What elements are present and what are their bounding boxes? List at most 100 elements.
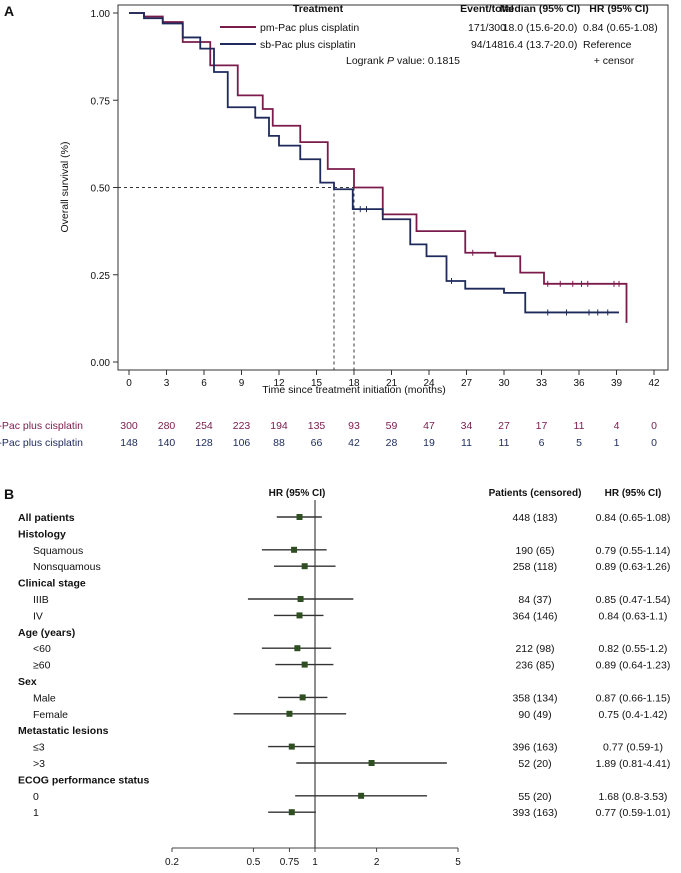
hr-column-header: HR (95% CI) bbox=[605, 488, 662, 499]
subgroup-label: IV bbox=[33, 610, 43, 622]
hr-ci-value: 0.85 (0.47-1.54) bbox=[596, 594, 671, 606]
hr-point bbox=[301, 661, 308, 668]
subgroup-label: Squamous bbox=[33, 545, 83, 557]
y-tick-label: 0.50 bbox=[91, 184, 111, 195]
hr-point bbox=[301, 563, 308, 570]
risk-table-label: sb-Pac plus cisplatin bbox=[0, 437, 83, 449]
x-tick-label: 27 bbox=[461, 378, 473, 389]
risk-table-value: 280 bbox=[158, 420, 176, 432]
legend-median-ci: 18.0 (15.6-20.0) bbox=[503, 22, 578, 34]
hr-point bbox=[294, 645, 301, 652]
logrank-part: Logrank bbox=[346, 55, 385, 67]
x-tick-label: 9 bbox=[239, 378, 245, 389]
risk-table-value: 106 bbox=[233, 437, 251, 449]
risk-table-value: 1 bbox=[614, 437, 620, 449]
hr-ci-value: 0.89 (0.64-1.23) bbox=[596, 660, 671, 672]
risk-table-value: 27 bbox=[498, 420, 510, 432]
patients-censored-value: 358 (134) bbox=[513, 692, 558, 704]
hr-ci-value: 1.68 (0.8-3.53) bbox=[599, 791, 668, 803]
legend-series-name: pm-Pac plus cisplatin bbox=[260, 22, 359, 34]
subgroup-header: Metastatic lesions bbox=[18, 725, 109, 737]
legend-median-ci: 16.4 (13.7-20.0) bbox=[503, 39, 578, 51]
risk-table-value: 254 bbox=[195, 420, 213, 432]
x-tick-label: 12 bbox=[273, 378, 285, 389]
subgroup-header: Clinical stage bbox=[18, 578, 86, 590]
patients-censored-value: 236 (85) bbox=[515, 660, 554, 672]
legend-header: Median (95% CI) bbox=[500, 3, 581, 15]
y-tick-label: 0.25 bbox=[91, 271, 111, 282]
x-tick-label: 0 bbox=[126, 378, 132, 389]
subgroup-label: >3 bbox=[33, 758, 45, 770]
subgroup-label: <60 bbox=[33, 643, 51, 655]
patients-censored-value: 393 (163) bbox=[513, 807, 558, 819]
y-tick-label: 0.75 bbox=[91, 96, 111, 107]
censor-legend: + censor bbox=[594, 55, 635, 67]
hr-point bbox=[297, 596, 304, 602]
risk-table-value: 140 bbox=[158, 437, 176, 449]
risk-table-value: 300 bbox=[120, 420, 138, 432]
forest-x-tick-label: 0.75 bbox=[280, 857, 300, 868]
hr-ci-value: 0.89 (0.63-1.26) bbox=[596, 561, 671, 573]
legend-hr-ci: Reference bbox=[583, 39, 632, 51]
logrank-part: P bbox=[387, 55, 394, 67]
hr-point bbox=[358, 792, 365, 799]
y-tick-label: 1.00 bbox=[91, 9, 111, 20]
subgroup-label: 0 bbox=[33, 791, 39, 803]
y-tick-label: 0.00 bbox=[91, 358, 111, 369]
subgroup-header: Age (years) bbox=[18, 627, 75, 639]
x-tick-label: 36 bbox=[573, 378, 585, 389]
subgroup-label: 1 bbox=[33, 807, 39, 819]
risk-table-value: 11 bbox=[574, 420, 585, 432]
risk-table-value: 4 bbox=[614, 420, 620, 432]
x-tick-label: 3 bbox=[164, 378, 170, 389]
hr-point bbox=[291, 546, 298, 553]
patients-censored-value: 90 (49) bbox=[518, 709, 551, 721]
x-tick-label: 18 bbox=[348, 378, 360, 389]
patients-censored-value: 212 (98) bbox=[515, 643, 554, 655]
subgroup-header: All patients bbox=[18, 512, 75, 524]
x-tick-label: 21 bbox=[386, 378, 398, 389]
risk-table-value: 223 bbox=[233, 420, 251, 432]
risk-table-value: 88 bbox=[273, 437, 285, 449]
panel-label-a: A bbox=[4, 3, 14, 19]
risk-table-value: 0 bbox=[651, 420, 657, 432]
x-tick-label: 42 bbox=[648, 378, 660, 389]
risk-table-value: 42 bbox=[348, 437, 360, 449]
forest-plot-header: HR (95% CI) bbox=[269, 488, 326, 499]
legend-events-total: 171/300 bbox=[468, 22, 506, 34]
patients-censored-value: 190 (65) bbox=[515, 545, 554, 557]
y-axis-label: Overall survival (%) bbox=[59, 141, 71, 232]
panel-label-b: B bbox=[4, 486, 14, 502]
forest-x-tick-label: 5 bbox=[455, 857, 461, 868]
subgroup-label: ≤3 bbox=[33, 742, 45, 754]
risk-table-value: 59 bbox=[386, 420, 398, 432]
hr-ci-value: 0.87 (0.66-1.15) bbox=[596, 692, 671, 704]
legend-events-total: 94/148 bbox=[471, 39, 503, 51]
risk-table-value: 19 bbox=[423, 437, 435, 449]
hr-point bbox=[368, 760, 375, 766]
risk-table-value: 148 bbox=[120, 437, 138, 449]
subgroup-header: Sex bbox=[18, 676, 37, 688]
patients-censored-value: 396 (163) bbox=[513, 742, 558, 754]
hr-ci-value: 0.75 (0.4-1.42) bbox=[599, 709, 668, 721]
hr-point bbox=[296, 612, 303, 619]
risk-table-value: 11 bbox=[461, 437, 472, 449]
forest-x-tick-label: 0.5 bbox=[246, 857, 260, 868]
risk-table-value: 34 bbox=[461, 420, 473, 432]
legend-series-name: sb-Pac plus cisplatin bbox=[260, 39, 356, 51]
hr-ci-value: 0.77 (0.59-1.01) bbox=[596, 807, 671, 819]
forest-x-tick-label: 2 bbox=[374, 857, 380, 868]
hr-ci-value: 0.84 (0.63-1.1) bbox=[599, 610, 668, 622]
patients-censored-value: 364 (146) bbox=[513, 610, 558, 622]
patients-censored-value: 84 (37) bbox=[518, 594, 551, 606]
hr-ci-value: 0.84 (0.65-1.08) bbox=[596, 512, 671, 524]
x-tick-label: 24 bbox=[423, 378, 435, 389]
subgroup-header: ECOG performance status bbox=[18, 774, 149, 786]
hr-point bbox=[288, 809, 295, 816]
risk-table-value: 47 bbox=[423, 420, 435, 432]
legend-header: Treatment bbox=[293, 3, 344, 15]
patients-censored-value: 52 (20) bbox=[518, 758, 551, 770]
risk-table-value: 135 bbox=[308, 420, 326, 432]
subgroup-label: ≥60 bbox=[33, 660, 51, 672]
